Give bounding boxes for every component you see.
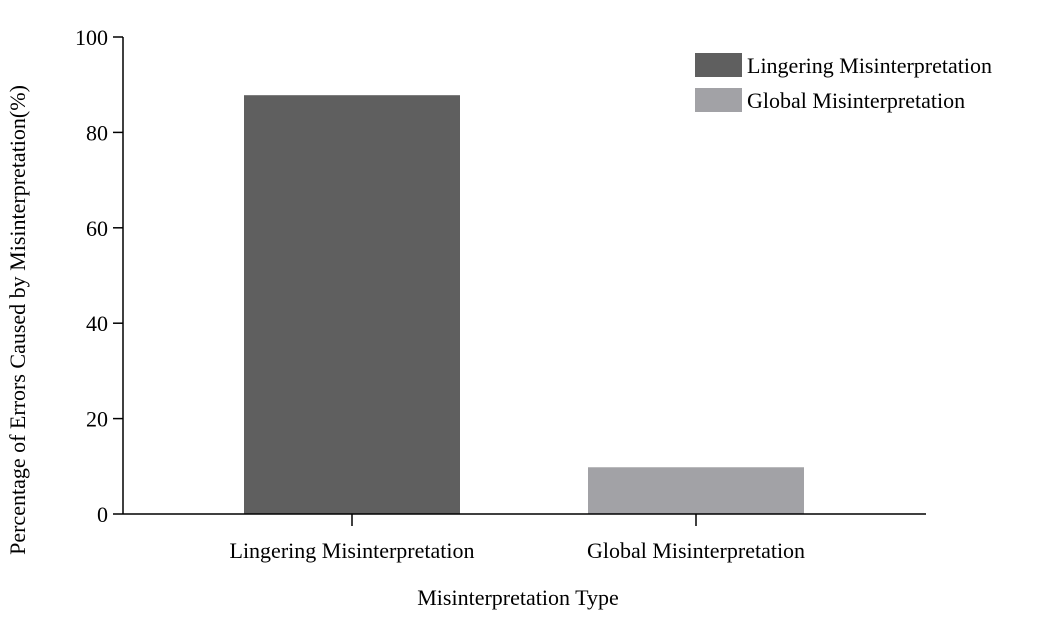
legend-swatch xyxy=(695,88,742,112)
legend-swatch xyxy=(695,53,742,77)
legend-label: Global Misinterpretation xyxy=(747,88,965,113)
x-tick-label: Global Misinterpretation xyxy=(587,538,805,563)
bar-global-misinterpretation xyxy=(588,467,804,514)
y-tick-label: 0 xyxy=(97,502,108,527)
legend: Lingering Misinterpretation Global Misint… xyxy=(695,53,992,113)
bars-layer xyxy=(244,95,804,514)
axes-layer: 0 20 40 60 80 100 Lingering Misinterpretation G… xyxy=(75,25,926,563)
x-tick-label: Lingering Misinterpretation xyxy=(230,538,475,563)
bar-lingering-misinterpretation xyxy=(244,95,460,514)
y-tick-label: 60 xyxy=(86,216,108,241)
y-axis-title: Percentage of Errors Caused by Misinterp… xyxy=(5,85,30,555)
y-tick-label: 20 xyxy=(86,407,108,432)
y-tick-label: 40 xyxy=(86,311,108,336)
y-tick-label: 80 xyxy=(86,120,108,145)
legend-label: Lingering Misinterpretation xyxy=(747,53,992,78)
y-tick-label: 100 xyxy=(75,25,108,50)
x-axis-title: Misinterpretation Type xyxy=(417,585,619,610)
